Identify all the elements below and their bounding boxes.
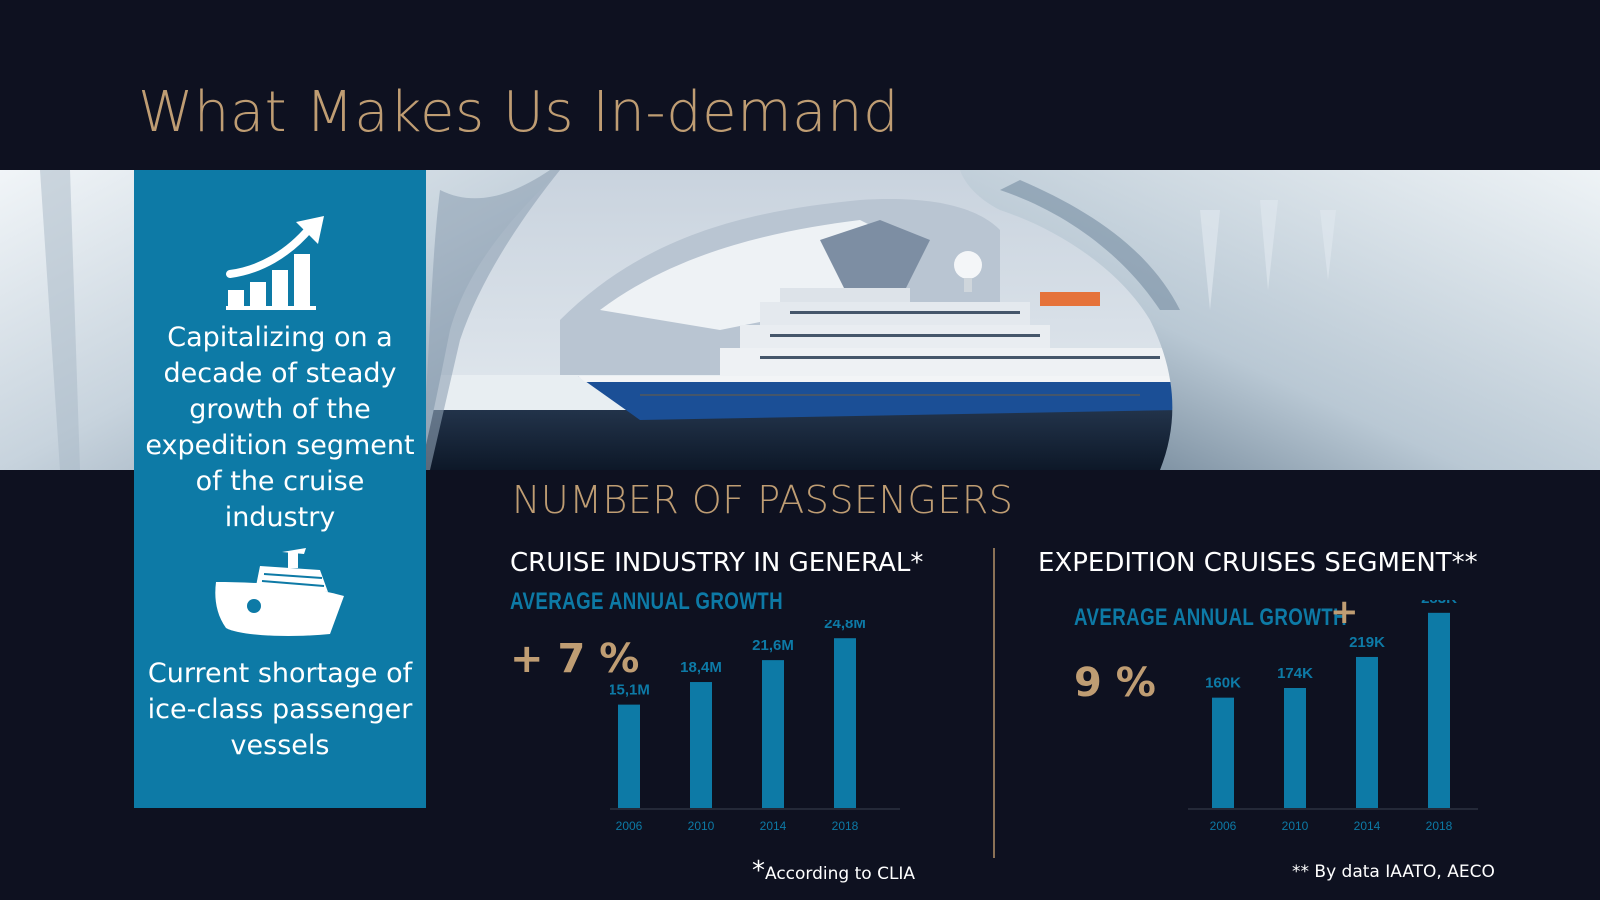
chart-expedition-growth-plus: + bbox=[1330, 592, 1359, 632]
footnote-clia: *According to CLIA bbox=[752, 856, 915, 886]
footnote-clia-text: According to CLIA bbox=[765, 864, 916, 884]
info-panel: Capitalizing on a decade of steady growt… bbox=[134, 170, 426, 808]
chart-expedition-heading: EXPEDITION CRUISES SEGMENT** bbox=[1038, 548, 1478, 578]
panel-point-shortage: Current shortage of ice-class passenger … bbox=[147, 658, 413, 761]
bar-2006 bbox=[1212, 697, 1234, 808]
footnote-iaato: ** By data IAATO, AECO bbox=[1292, 862, 1495, 882]
chart-expedition-segment: 160K 2006 174K 2010 219K 2014 283K 2018 bbox=[1188, 600, 1478, 833]
bar-2014 bbox=[762, 660, 784, 808]
bar-2018 bbox=[1428, 612, 1450, 808]
divider bbox=[993, 548, 995, 858]
data-label-2018: 24,8M bbox=[824, 620, 866, 632]
chart-expedition-growth-label: AVERAGE ANNUAL GROWTH bbox=[1074, 604, 1348, 631]
bar-2010 bbox=[690, 682, 712, 808]
x-tick-2006: 2006 bbox=[616, 819, 643, 833]
data-label-2014: 21,6M bbox=[752, 637, 794, 654]
x-tick-2010: 2010 bbox=[1282, 819, 1309, 833]
panel-point-growth: Capitalizing on a decade of steady growt… bbox=[145, 322, 415, 533]
x-tick-2010: 2010 bbox=[688, 819, 715, 833]
x-tick-2018: 2018 bbox=[832, 819, 859, 833]
chart-cruise-growth-label: AVERAGE ANNUAL GROWTH bbox=[510, 588, 784, 615]
chart-cruise-heading: CRUISE INDUSTRY IN GENERAL* bbox=[510, 548, 924, 578]
x-tick-2014: 2014 bbox=[760, 819, 787, 833]
bar-2014 bbox=[1356, 656, 1378, 808]
data-label-2018: 283K bbox=[1421, 600, 1457, 607]
ice-breaker-ship-icon bbox=[215, 548, 344, 636]
footnote-star: * bbox=[752, 856, 765, 886]
bar-2010 bbox=[1284, 688, 1306, 808]
data-label-2006: 160K bbox=[1205, 675, 1241, 692]
section-title: NUMBER OF PASSENGERS bbox=[512, 478, 1014, 522]
x-tick-2014: 2014 bbox=[1354, 819, 1381, 833]
bar-2006 bbox=[618, 704, 640, 808]
data-label-2006: 15,1M bbox=[610, 682, 650, 699]
x-tick-2006: 2006 bbox=[1210, 819, 1237, 833]
chart-cruise-industry: 15,1M 2006 18,4M 2010 21,6M 2014 24,8M 2018 bbox=[610, 620, 900, 833]
data-label-2010: 174K bbox=[1277, 665, 1313, 682]
x-tick-2018: 2018 bbox=[1426, 819, 1453, 833]
data-label-2010: 18,4M bbox=[680, 659, 722, 676]
growth-chart-icon bbox=[226, 216, 324, 310]
chart-cruise-growth-value: + 7 % bbox=[510, 636, 640, 682]
chart-expedition-growth-value: 9 % bbox=[1074, 660, 1156, 706]
bar-2018 bbox=[834, 638, 856, 808]
data-label-2014: 219K bbox=[1349, 634, 1385, 651]
page-title: What Makes Us In-demand bbox=[138, 80, 900, 145]
